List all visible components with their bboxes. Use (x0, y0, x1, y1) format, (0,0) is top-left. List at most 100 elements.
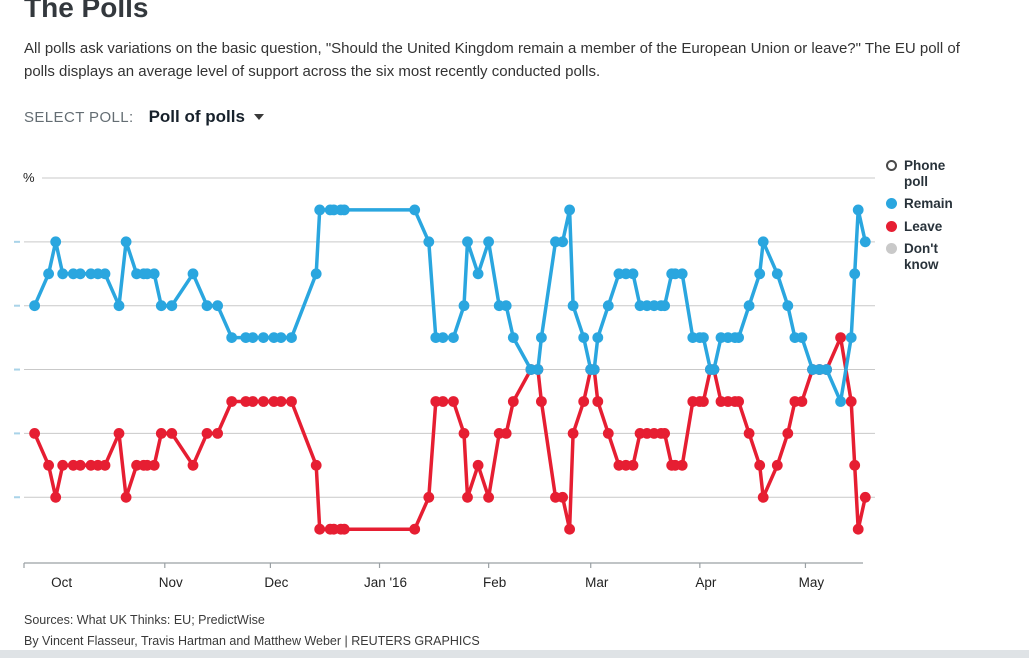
remain-data-point[interactable] (120, 236, 132, 248)
leave-data-point[interactable] (43, 459, 54, 471)
leave-data-point[interactable] (578, 396, 590, 407)
remain-data-point[interactable] (247, 332, 259, 343)
remain-data-point[interactable] (148, 268, 160, 280)
leave-data-point[interactable] (29, 428, 40, 439)
leave-data-point[interactable] (754, 459, 766, 471)
leave-data-point[interactable] (166, 428, 178, 439)
remain-data-point[interactable] (659, 300, 670, 312)
remain-data-point[interactable] (462, 236, 473, 248)
remain-data-point[interactable] (845, 332, 857, 343)
remain-data-point[interactable] (258, 332, 269, 343)
leave-data-point[interactable] (113, 428, 125, 439)
remain-data-point[interactable] (314, 204, 326, 216)
leave-data-point[interactable] (845, 396, 857, 407)
remain-data-point[interactable] (507, 332, 519, 343)
poll-select-value[interactable]: Poll of polls (148, 107, 245, 126)
remain-data-point[interactable] (602, 300, 614, 312)
remain-data-point[interactable] (423, 236, 435, 248)
remain-data-point[interactable] (782, 300, 794, 312)
remain-data-point[interactable] (567, 300, 579, 312)
leave-data-point[interactable] (507, 396, 519, 407)
remain-data-point[interactable] (500, 300, 512, 312)
remain-data-point[interactable] (564, 204, 575, 216)
remain-data-point[interactable] (187, 268, 199, 280)
series-leave[interactable] (29, 332, 871, 535)
remain-data-point[interactable] (627, 268, 639, 280)
remain-data-point[interactable] (338, 204, 350, 216)
series-remain[interactable] (29, 204, 871, 407)
remain-data-point[interactable] (483, 236, 494, 248)
leave-data-point[interactable] (859, 491, 871, 503)
leave-data-point[interactable] (310, 459, 322, 471)
remain-data-point[interactable] (155, 300, 167, 312)
remain-data-point[interactable] (458, 300, 470, 312)
remain-data-point[interactable] (757, 236, 769, 248)
remain-data-point[interactable] (771, 268, 783, 280)
leave-data-point[interactable] (659, 428, 670, 439)
leave-data-point[interactable] (557, 491, 568, 503)
remain-data-point[interactable] (852, 204, 864, 216)
remain-data-point[interactable] (50, 236, 62, 248)
remain-data-point[interactable] (201, 300, 213, 312)
remain-data-point[interactable] (29, 300, 40, 312)
remain-data-point[interactable] (166, 300, 178, 312)
leave-data-point[interactable] (226, 396, 238, 407)
remain-data-point[interactable] (57, 268, 69, 280)
remain-data-point[interactable] (578, 332, 590, 343)
leave-data-point[interactable] (74, 459, 86, 471)
leave-data-point[interactable] (458, 428, 470, 439)
leave-data-point[interactable] (57, 459, 69, 471)
leave-data-point[interactable] (676, 459, 688, 471)
remain-data-point[interactable] (212, 300, 224, 312)
leave-data-point[interactable] (733, 396, 744, 407)
remain-data-point[interactable] (588, 364, 600, 375)
remain-data-point[interactable] (557, 236, 568, 248)
remain-data-point[interactable] (536, 332, 547, 343)
leave-data-point[interactable] (782, 428, 794, 439)
leave-data-point[interactable] (423, 491, 435, 503)
remain-data-point[interactable] (835, 396, 846, 407)
remain-data-point[interactable] (743, 300, 755, 312)
leave-data-point[interactable] (472, 459, 484, 471)
remain-data-point[interactable] (796, 332, 808, 343)
leave-data-point[interactable] (835, 332, 846, 343)
remain-data-point[interactable] (310, 268, 322, 280)
remain-data-point[interactable] (821, 364, 832, 375)
remain-data-point[interactable] (275, 332, 287, 343)
remain-data-point[interactable] (74, 268, 86, 280)
remain-data-point[interactable] (733, 332, 744, 343)
leave-data-point[interactable] (462, 491, 473, 503)
leave-data-point[interactable] (771, 459, 783, 471)
leave-data-point[interactable] (148, 459, 160, 471)
leave-data-point[interactable] (500, 428, 512, 439)
leave-data-point[interactable] (201, 428, 213, 439)
remain-data-point[interactable] (437, 332, 449, 343)
leave-data-point[interactable] (536, 396, 547, 407)
leave-data-point[interactable] (757, 491, 769, 503)
leave-data-point[interactable] (212, 428, 224, 439)
leave-data-point[interactable] (99, 459, 111, 471)
leave-data-point[interactable] (698, 396, 709, 407)
remain-data-point[interactable] (708, 364, 720, 375)
remain-data-point[interactable] (849, 268, 861, 280)
poll-select-dropdown[interactable]: SELECT POLL: Poll of polls (24, 107, 264, 127)
remain-data-point[interactable] (859, 236, 871, 248)
leave-data-point[interactable] (602, 428, 614, 439)
leave-data-point[interactable] (409, 523, 421, 535)
leave-data-point[interactable] (338, 523, 350, 535)
remain-data-point[interactable] (592, 332, 604, 343)
leave-data-point[interactable] (50, 491, 62, 503)
leave-data-point[interactable] (483, 491, 494, 503)
leave-data-point[interactable] (286, 396, 297, 407)
remain-data-point[interactable] (409, 204, 421, 216)
remain-data-point[interactable] (472, 268, 484, 280)
remain-data-point[interactable] (43, 268, 54, 280)
remain-data-point[interactable] (448, 332, 459, 343)
leave-data-point[interactable] (258, 396, 269, 407)
remain-data-point[interactable] (113, 300, 125, 312)
leave-data-point[interactable] (448, 396, 459, 407)
leave-data-point[interactable] (120, 491, 132, 503)
leave-data-point[interactable] (796, 396, 808, 407)
remain-data-point[interactable] (754, 268, 766, 280)
